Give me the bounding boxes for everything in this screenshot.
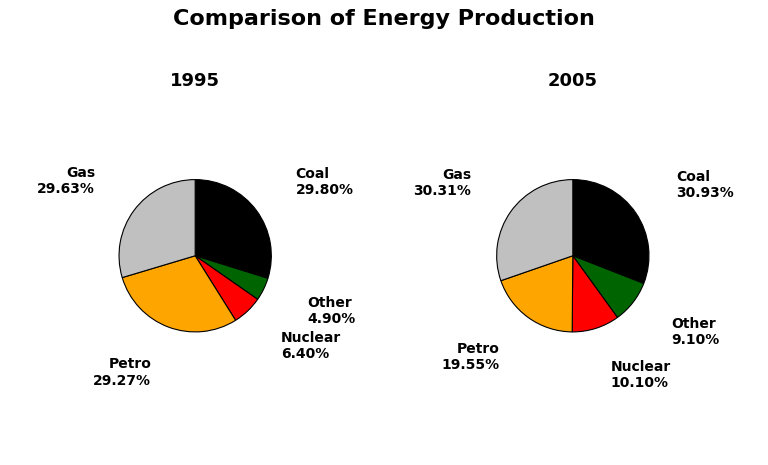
Text: Petro
29.27%: Petro 29.27%: [93, 358, 151, 388]
Wedge shape: [572, 256, 617, 332]
Wedge shape: [119, 179, 195, 278]
Wedge shape: [497, 179, 573, 281]
Wedge shape: [573, 256, 644, 318]
Text: Gas
29.63%: Gas 29.63%: [37, 166, 95, 196]
Wedge shape: [573, 179, 649, 284]
Text: Nuclear
10.10%: Nuclear 10.10%: [611, 359, 671, 390]
Text: Coal
29.80%: Coal 29.80%: [296, 166, 354, 197]
Text: Gas
30.31%: Gas 30.31%: [413, 168, 471, 199]
Text: Comparison of Energy Production: Comparison of Energy Production: [173, 9, 595, 29]
Text: Coal
30.93%: Coal 30.93%: [676, 170, 733, 200]
Wedge shape: [501, 256, 573, 332]
Wedge shape: [122, 256, 236, 332]
Text: Nuclear
6.40%: Nuclear 6.40%: [281, 331, 342, 361]
Wedge shape: [195, 256, 268, 299]
Wedge shape: [195, 256, 257, 320]
Text: Petro
19.55%: Petro 19.55%: [442, 342, 500, 372]
Text: Other
4.90%: Other 4.90%: [307, 296, 356, 326]
Title: 2005: 2005: [548, 72, 598, 90]
Wedge shape: [195, 179, 271, 279]
Text: Other
9.10%: Other 9.10%: [671, 317, 720, 347]
Title: 1995: 1995: [170, 72, 220, 90]
